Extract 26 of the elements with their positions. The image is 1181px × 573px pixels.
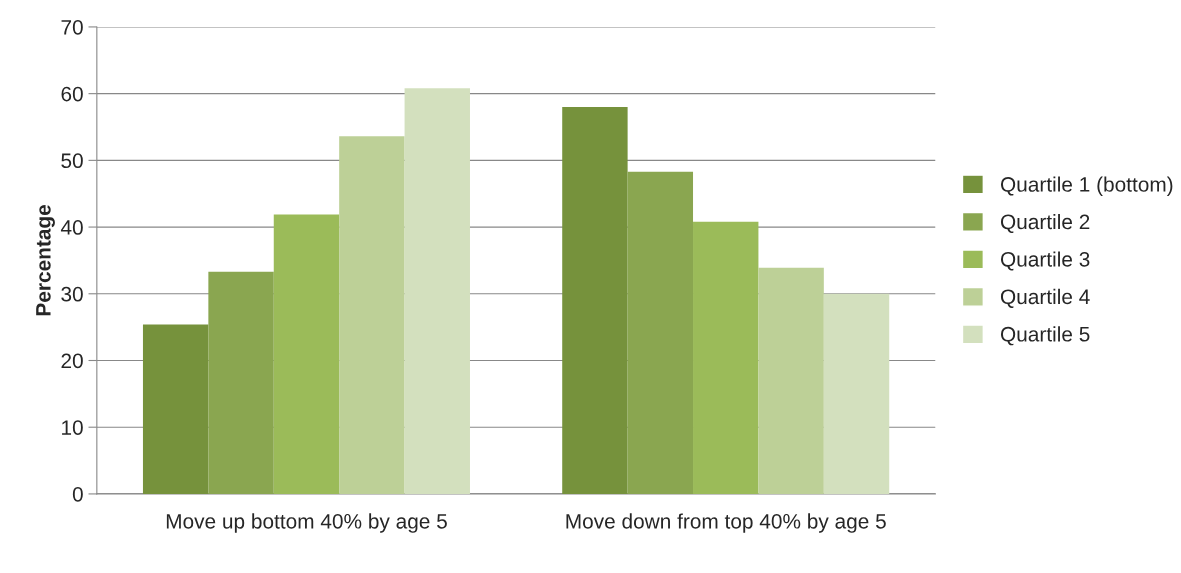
y-tick-label: 10	[62, 420, 83, 435]
bar	[758, 267, 824, 494]
legend-label: Quartile 3	[1000, 251, 1090, 271]
y-tick-label: 0	[72, 486, 83, 502]
bar	[562, 106, 628, 494]
legend-label: Quartile 4	[1000, 288, 1090, 308]
x-tick-label: Move down from top 40% by age 5	[566, 513, 886, 533]
y-tick-label: 40	[60, 220, 83, 235]
bar	[404, 88, 470, 494]
legend-label: Quartile 2	[1000, 213, 1090, 233]
legend-label: Quartile 5	[1000, 326, 1090, 346]
bar	[823, 293, 890, 494]
bar	[693, 221, 759, 494]
bar	[142, 324, 209, 494]
y-tick-label: 70	[61, 19, 83, 35]
y-tick-label: 60	[61, 86, 83, 102]
y-axis-title: Percentage	[36, 204, 55, 316]
legend-label: Quartile 1 (bottom)	[1000, 176, 1173, 196]
bar	[208, 271, 274, 494]
bar	[339, 136, 405, 494]
y-tick-label: 30	[61, 286, 83, 302]
y-tick-label: 50	[61, 153, 83, 169]
y-tick-label: 20	[61, 353, 83, 369]
x-tick-label: Move up bottom 40% by age 5	[166, 513, 447, 533]
bar	[627, 171, 694, 494]
bar	[273, 214, 340, 494]
